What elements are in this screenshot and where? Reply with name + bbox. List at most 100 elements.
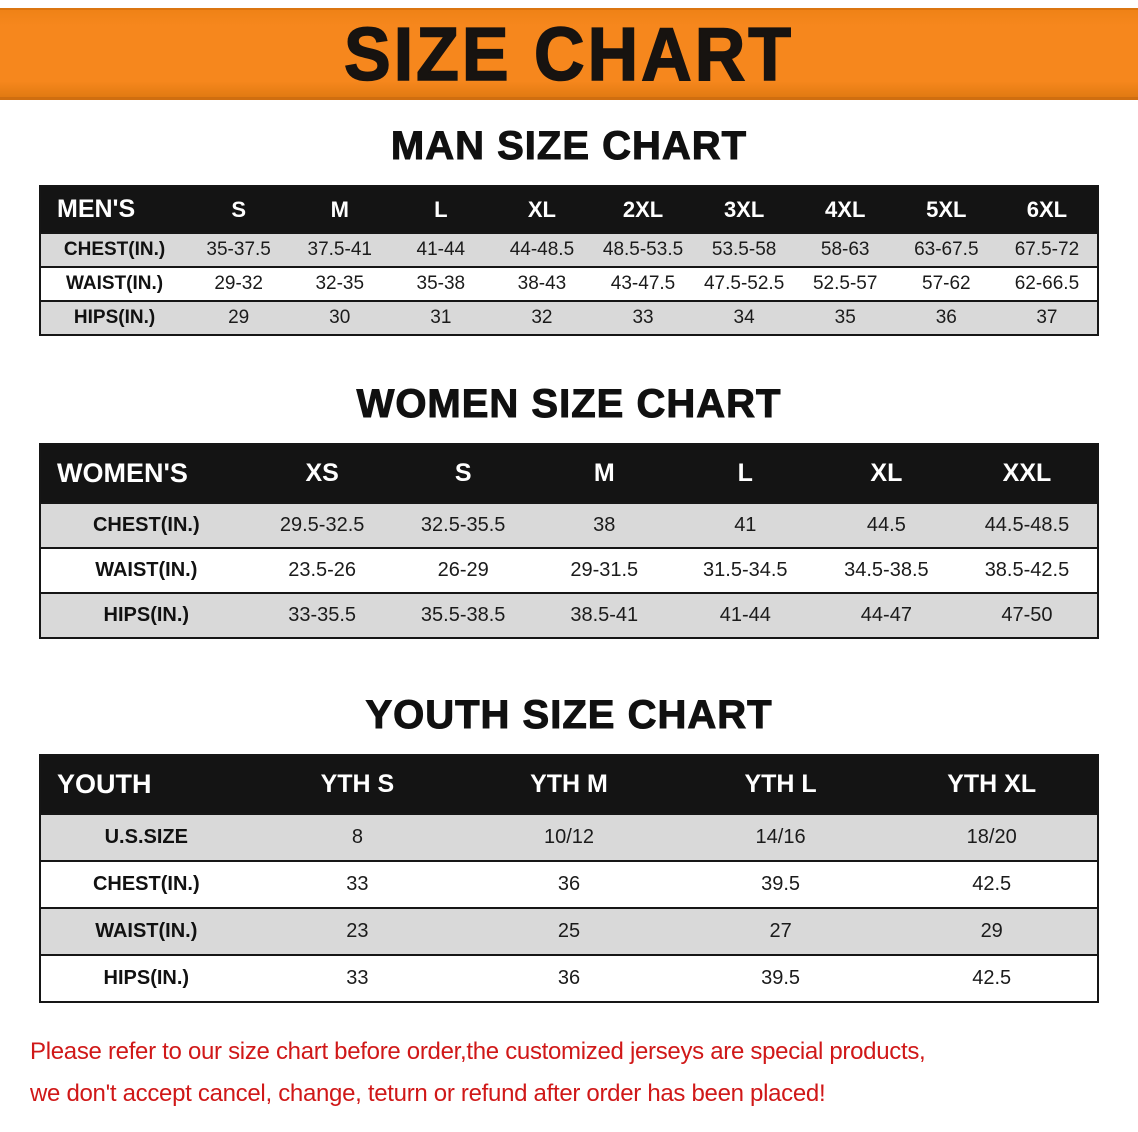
measurement-value-cell: 35.5-38.5	[420, 604, 506, 626]
measurement-value-cell: 57-62	[922, 273, 971, 294]
measurement-row: CHEST(IN.) 29.5-32.5 32.5-35.5 38 41 44.5 44.5…	[40, 503, 1098, 548]
table-title-cell: MEN'S	[40, 186, 189, 233]
measurement-label-cell: CHEST(IN.)	[63, 239, 166, 260]
size-column-header: YTH L	[674, 755, 887, 814]
youth-section-heading: YOUTH SIZE CHART	[365, 693, 773, 738]
measurement-value-cell: 44.5-48.5	[984, 514, 1070, 536]
measurement-value-cell: 44-48.5	[509, 239, 575, 260]
measurement-value-cell: 41	[734, 514, 757, 536]
measurement-value-cell: 42.5	[972, 873, 1012, 895]
size-column-header: XL	[815, 444, 957, 503]
measurement-row: WAIST(IN.) 23 25 27 29	[40, 908, 1098, 955]
measurement-value-cell: 39.5	[761, 967, 801, 989]
measurement-value-cell: 38.5-42.5	[984, 559, 1070, 581]
measurement-value-cell: 29.5-32.5	[279, 514, 365, 536]
measurement-label-cell: U.S.SIZE	[104, 826, 188, 848]
measurement-value-cell: 23.5-26	[288, 559, 357, 581]
women-size-table: WOMEN'S XS S M L XL XXL CHEST(IN.) 29.5-32.5 32.5…	[39, 443, 1099, 639]
measurement-value-cell: 33	[346, 873, 369, 895]
youth-size-chart-section: YOUTH SIZE CHART YOUTH YTH S YTH M YTH L YTH…	[0, 693, 1138, 1003]
measurement-row: WAIST(IN.) 23.5-26 26-29 29-31.5 31.5-34.5 34…	[40, 548, 1098, 593]
measurement-value-cell: 30	[329, 307, 351, 328]
measurement-value-cell: 37.5-41	[307, 239, 372, 260]
measurement-value-cell: 23	[346, 920, 369, 942]
measurement-value-cell: 38-43	[517, 273, 567, 294]
measurement-value-cell: 29-32	[214, 273, 263, 294]
measurement-label-cell: WAIST(IN.)	[95, 920, 198, 942]
size-column-header: 3XL	[693, 186, 795, 233]
measurement-row: WAIST(IN.) 29-32 32-35 35-38 38-43 43-47.5 47.…	[40, 267, 1098, 301]
measurement-value-cell: 42.5	[972, 967, 1012, 989]
measurement-value-cell: 14/16	[755, 826, 806, 848]
table-header-row: MEN'S S M L XL 2XL 3XL 4XL 5XL 6XL	[40, 186, 1098, 233]
measurement-row: CHEST(IN.) 33 36 39.5 42.5	[40, 861, 1098, 908]
measurement-value-cell: 33-35.5	[288, 604, 357, 626]
measurement-value-cell: 62-66.5	[1014, 273, 1080, 294]
women-section-heading: WOMEN SIZE CHART	[356, 382, 782, 427]
size-column-header: 2XL	[592, 186, 694, 233]
measurement-value-cell: 47-50	[1001, 604, 1053, 626]
measurement-value-cell: 35-38	[416, 273, 466, 294]
measurement-value-cell: 31	[430, 307, 452, 328]
measurement-label-cell: WAIST(IN.)	[95, 559, 198, 581]
size-column-header: 5XL	[895, 186, 997, 233]
size-column-header: S	[188, 186, 290, 233]
measurement-value-cell: 48.5-53.5	[602, 239, 684, 260]
men-size-table: MEN'S S M L XL 2XL 3XL 4XL 5XL 6XL CHEST(IN.) 35-37…	[39, 185, 1099, 336]
measurement-value-cell: 58-63	[820, 239, 870, 260]
measurement-value-cell: 43-47.5	[610, 273, 676, 294]
measurement-value-cell: 32-35	[315, 273, 365, 294]
youth-size-table: YOUTH YTH S YTH M YTH L YTH XL U.S.SIZE 8 10/12…	[39, 754, 1099, 1003]
banner-title: SIZE CHART	[343, 11, 794, 97]
table-title-cell: WOMEN'S	[40, 444, 252, 503]
measurement-row: HIPS(IN.) 29 30 31 32 33 34 35 36 37	[40, 301, 1098, 335]
measurement-value-cell: 29	[980, 920, 1003, 942]
measurement-value-cell: 27	[769, 920, 792, 942]
size-column-header: YTH S	[251, 755, 464, 814]
women-size-chart-section: WOMEN SIZE CHART WOMEN'S XS S M L XL XXL CHEST(…	[0, 382, 1138, 639]
size-column-header: YTH M	[463, 755, 675, 814]
measurement-value-cell: 34.5-38.5	[844, 559, 929, 581]
notice-line-2: we don't accept cancel, change, teturn o…	[30, 1080, 826, 1107]
size-column-header: L	[674, 444, 816, 503]
size-column-header: 6XL	[996, 186, 1098, 233]
measurement-label-cell: HIPS(IN.)	[103, 604, 190, 626]
size-column-header: XXL	[956, 444, 1098, 503]
measurement-value-cell: 36	[557, 873, 581, 895]
measurement-label-cell: CHEST(IN.)	[92, 514, 200, 536]
measurement-label-cell: WAIST(IN.)	[66, 273, 164, 294]
size-column-header: M	[289, 186, 391, 233]
table-header-row: WOMEN'S XS S M L XL XXL	[40, 444, 1098, 503]
measurement-value-cell: 32	[531, 307, 553, 328]
size-column-header: XS	[251, 444, 393, 503]
size-column-header: YTH XL	[886, 755, 1098, 814]
size-column-header: S	[392, 444, 534, 503]
measurement-value-cell: 44-47	[860, 604, 912, 626]
measurement-value-cell: 33	[632, 307, 654, 328]
measurement-value-cell: 33	[346, 967, 369, 989]
measurement-value-cell: 53.5-58	[711, 239, 777, 260]
measurement-value-cell: 47.5-52.5	[703, 273, 785, 294]
measurement-value-cell: 35-37.5	[206, 239, 271, 260]
men-size-chart-section: MAN SIZE CHART MEN'S S M L XL 2XL 3XL 4XL 5XL 6XL…	[0, 124, 1138, 336]
measurement-value-cell: 36	[935, 307, 957, 328]
measurement-row: U.S.SIZE 8 10/12 14/16 18/20	[40, 814, 1098, 861]
measurement-value-cell: 8	[351, 826, 363, 848]
table-title-cell: YOUTH	[40, 755, 252, 814]
measurement-label-cell: HIPS(IN.)	[103, 967, 190, 989]
measurement-value-cell: 41-44	[416, 239, 466, 260]
size-column-header: XL	[491, 186, 593, 233]
measurement-value-cell: 29-31.5	[570, 559, 639, 581]
measurement-value-cell: 52.5-57	[812, 273, 878, 294]
measurement-row: HIPS(IN.) 33-35.5 35.5-38.5 38.5-41 41-44 44-…	[40, 593, 1098, 638]
measurement-label-cell: CHEST(IN.)	[92, 873, 200, 895]
banner: SIZE CHART	[0, 8, 1138, 100]
footer-notice: Please refer to our size chart before or…	[0, 1031, 1138, 1115]
size-column-header: M	[533, 444, 675, 503]
measurement-value-cell: 26-29	[437, 559, 489, 581]
measurement-value-cell: 41-44	[719, 604, 771, 626]
size-column-header: 4XL	[794, 186, 896, 233]
notice-line-1: Please refer to our size chart before or…	[30, 1038, 926, 1065]
measurement-value-cell: 38	[593, 514, 616, 536]
